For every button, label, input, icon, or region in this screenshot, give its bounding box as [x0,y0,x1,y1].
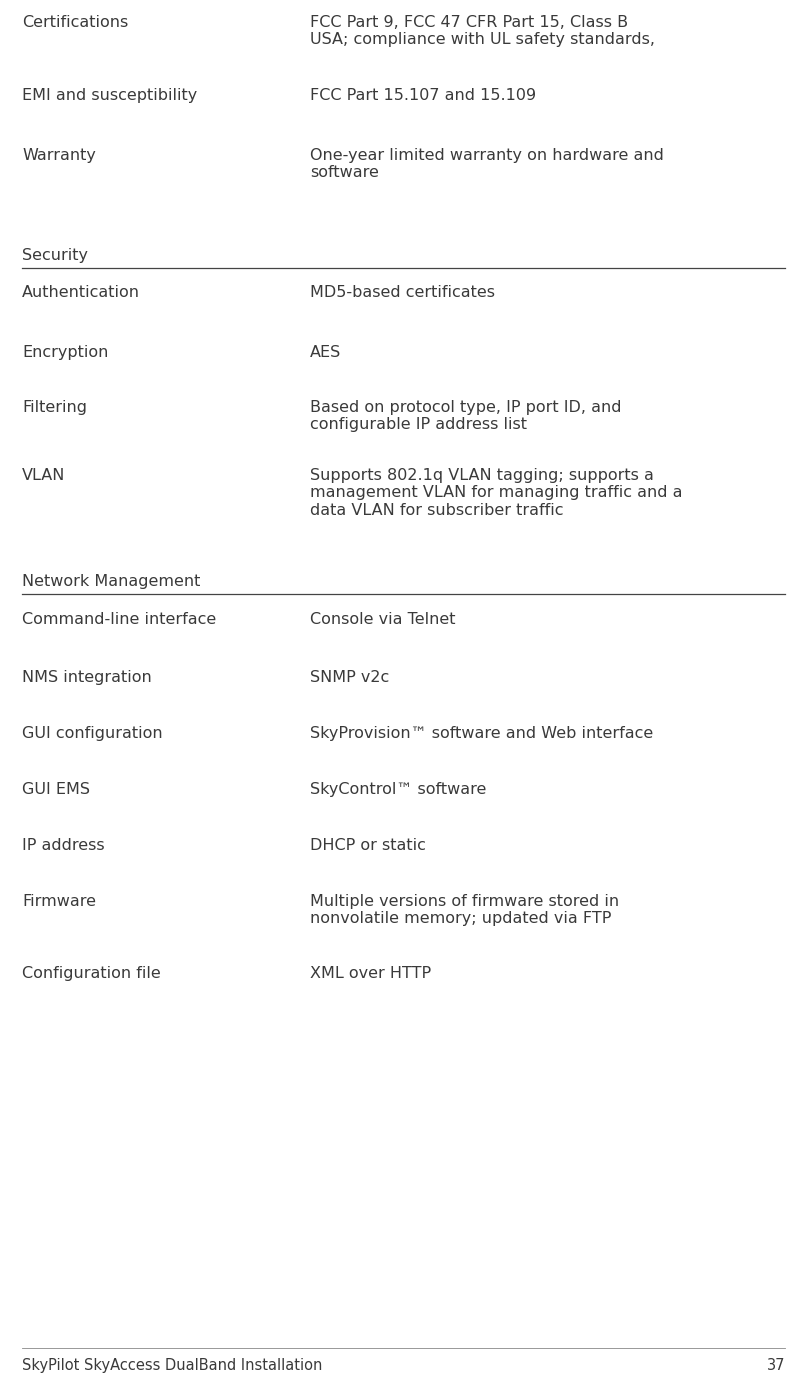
Text: One-year limited warranty on hardware and
software: One-year limited warranty on hardware an… [310,148,664,180]
Text: FCC Part 15.107 and 15.109: FCC Part 15.107 and 15.109 [310,88,536,103]
Text: Filtering: Filtering [22,400,87,414]
Text: XML over HTTP: XML over HTTP [310,965,431,981]
Text: GUI configuration: GUI configuration [22,725,163,741]
Text: Console via Telnet: Console via Telnet [310,612,455,626]
Text: FCC Part 9, FCC 47 CFR Part 15, Class B
USA; compliance with UL safety standards: FCC Part 9, FCC 47 CFR Part 15, Class B … [310,15,655,47]
Text: Certifications: Certifications [22,15,128,31]
Text: VLAN: VLAN [22,467,65,483]
Text: Configuration file: Configuration file [22,965,161,981]
Text: SkyControl™ software: SkyControl™ software [310,783,487,797]
Text: Network Management: Network Management [22,573,200,589]
Text: DHCP or static: DHCP or static [310,838,426,852]
Text: Based on protocol type, IP port ID, and
configurable IP address list: Based on protocol type, IP port ID, and … [310,400,621,432]
Text: 37: 37 [767,1357,785,1373]
Text: EMI and susceptibility: EMI and susceptibility [22,88,197,103]
Text: MD5-based certificates: MD5-based certificates [310,285,495,300]
Text: Encryption: Encryption [22,345,108,360]
Text: Authentication: Authentication [22,285,140,300]
Text: SkyProvision™ software and Web interface: SkyProvision™ software and Web interface [310,725,653,741]
Text: GUI EMS: GUI EMS [22,783,90,797]
Text: NMS integration: NMS integration [22,670,152,685]
Text: IP address: IP address [22,838,105,852]
Text: Security: Security [22,248,88,264]
Text: SkyPilot SkyAccess DualBand Installation: SkyPilot SkyAccess DualBand Installation [22,1357,322,1373]
Text: Firmware: Firmware [22,894,96,910]
Text: Command-line interface: Command-line interface [22,612,216,626]
Text: Multiple versions of firmware stored in
nonvolatile memory; updated via FTP: Multiple versions of firmware stored in … [310,894,619,926]
Text: AES: AES [310,345,341,360]
Text: Warranty: Warranty [22,148,96,163]
Text: SNMP v2c: SNMP v2c [310,670,389,685]
Text: Supports 802.1q VLAN tagging; supports a
management VLAN for managing traffic an: Supports 802.1q VLAN tagging; supports a… [310,467,683,518]
